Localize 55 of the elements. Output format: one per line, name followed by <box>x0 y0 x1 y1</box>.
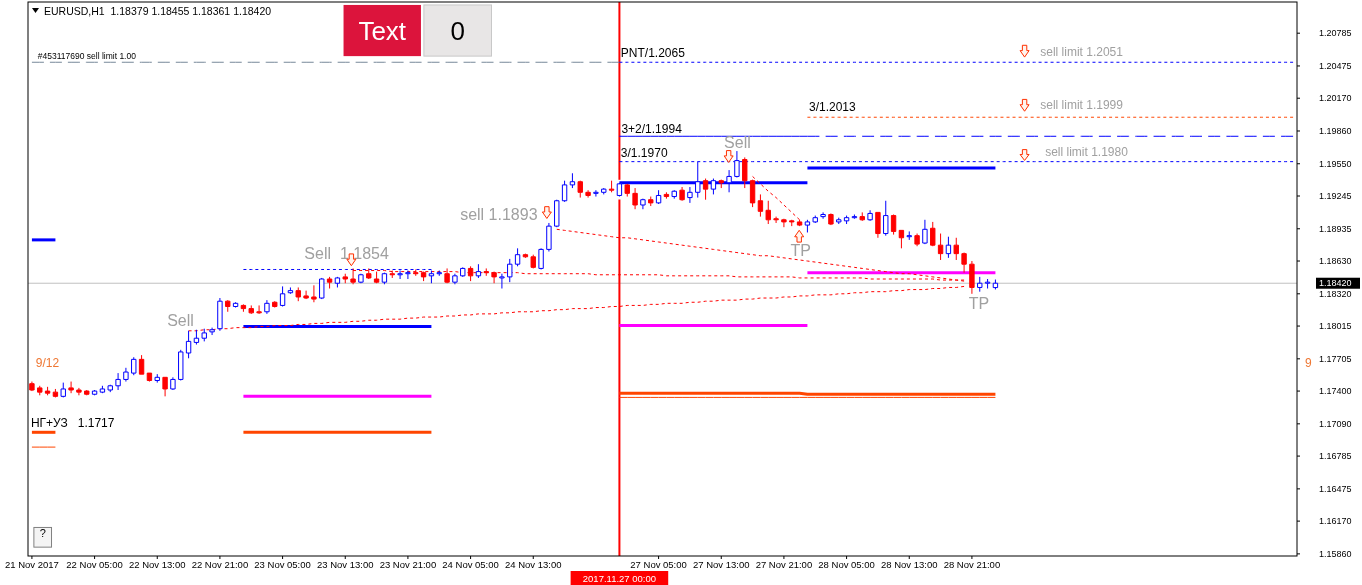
chart-title: EURUSD,H1 1.18379 1.18455 1.18361 1.18420 <box>44 4 272 17</box>
x-tick-label: 28 Nov 05:00 <box>818 559 875 570</box>
x-tick-label: 27 Nov 21:00 <box>755 559 813 570</box>
annotation: 0 <box>450 16 465 47</box>
x-tick-label: 21 Nov 2017 <box>4 559 59 570</box>
x-tick-label: 23 Nov 21:00 <box>379 559 437 570</box>
annotation: Sell <box>167 311 194 329</box>
annotation: sell limit 1.2051 <box>1040 45 1124 60</box>
y-tick-label: 1.18935 <box>1319 223 1352 234</box>
x-tick-label: 24 Nov 13:00 <box>504 559 562 570</box>
y-tick-label: 1.17090 <box>1319 418 1352 429</box>
y-tick-label: 1.18630 <box>1319 256 1352 267</box>
y-tick-label: 1.20170 <box>1319 93 1352 104</box>
x-tick-label: 27 Nov 13:00 <box>692 559 750 570</box>
annotation: Sell <box>724 133 751 151</box>
annotation: НГ+УЗ 1.1717 <box>30 416 115 431</box>
x-tick-label: 22 Nov 21:00 <box>191 559 249 570</box>
annotation: TP <box>790 241 811 259</box>
x-tick-label: 22 Nov 05:00 <box>66 559 123 570</box>
y-tick-label: 1.19550 <box>1319 158 1352 169</box>
y-tick-label: 1.19860 <box>1319 125 1352 136</box>
y-tick-label: 1.16170 <box>1319 516 1352 527</box>
annotation: sell 1.1893 <box>460 206 538 224</box>
y-tick-label: 1.18015 <box>1319 321 1352 332</box>
annotation: sell limit 1.1980 <box>1045 144 1129 159</box>
ref-line-label: 1.18420 <box>1319 278 1352 289</box>
annotation: PNT/1.2065 <box>620 46 686 61</box>
annotation: #453117690 sell limit 1.00 <box>37 51 137 62</box>
y-tick-label: 1.20475 <box>1319 60 1352 71</box>
x-tick-label: 24 Nov 05:00 <box>442 559 499 570</box>
y-tick-label: 1.15860 <box>1319 548 1352 559</box>
x-tick-label: 27 Nov 05:00 <box>630 559 687 570</box>
y-tick-label: 1.20785 <box>1319 28 1352 39</box>
annotation: TP <box>968 295 990 313</box>
annotation: Sell 1.1854 <box>304 244 389 262</box>
x-tick-label: 2017.11.27 00:00 <box>582 572 657 584</box>
y-tick-label: 1.19245 <box>1319 191 1352 202</box>
y-tick-label: 1.16785 <box>1319 451 1352 462</box>
y-tick-label: 1.16475 <box>1319 483 1352 494</box>
y-tick-label: 1.17400 <box>1319 386 1352 397</box>
annotation: 3/1.1970 <box>620 146 668 161</box>
x-tick-label: 22 Nov 13:00 <box>128 559 186 570</box>
x-tick-label: 23 Nov 13:00 <box>316 559 374 570</box>
annotation: 3+2/1.1994 <box>621 121 683 136</box>
y-tick-label: 1.18320 <box>1319 288 1352 299</box>
annotation: 3/1.2013 <box>809 100 857 115</box>
x-tick-label: 23 Nov 05:00 <box>254 559 311 570</box>
x-tick-label: 28 Nov 13:00 <box>880 559 938 570</box>
annotation: sell limit 1.1999 <box>1040 98 1124 113</box>
y-tick-label: 1.17705 <box>1319 353 1352 364</box>
text: 9 <box>1305 356 1312 371</box>
annotation: ? <box>39 527 46 540</box>
x-tick-label: 28 Nov 21:00 <box>943 559 1001 570</box>
annotation: 9/12 <box>35 356 60 371</box>
annotation: Text <box>358 16 407 47</box>
